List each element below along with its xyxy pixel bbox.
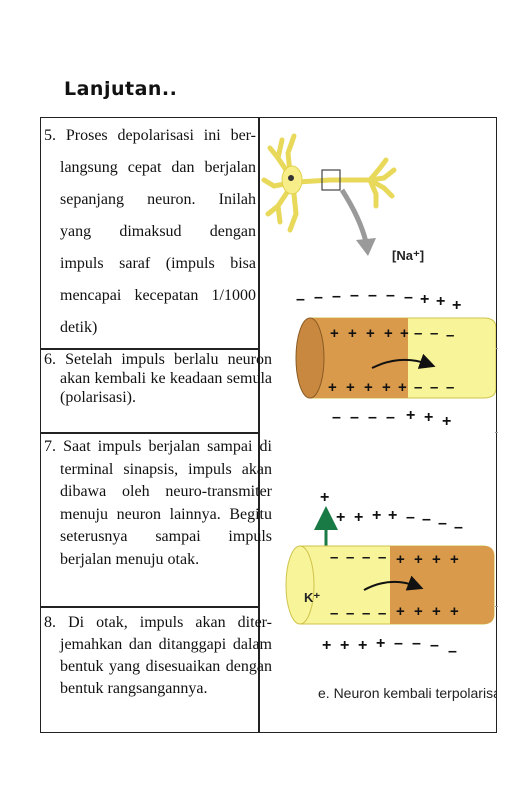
svg-text:+: + — [336, 509, 345, 526]
svg-text:+: + — [424, 409, 433, 426]
svg-text:+: + — [322, 637, 331, 654]
step-5-text: 5. Proses depolarisasi ini ber- langsung… — [44, 120, 256, 344]
svg-text:+: + — [396, 551, 405, 568]
svg-text:–: – — [314, 289, 323, 306]
svg-text:–: – — [430, 325, 438, 342]
k-ion-label: K⁺ — [304, 590, 320, 605]
svg-text:+: + — [452, 297, 461, 314]
svg-text:–: – — [378, 605, 386, 622]
row-divider — [40, 606, 259, 608]
svg-text:+: + — [432, 551, 441, 568]
svg-text:–: – — [412, 635, 421, 652]
column-divider — [258, 117, 260, 733]
svg-text:+: + — [354, 509, 363, 526]
svg-text:+: + — [442, 413, 451, 430]
svg-text:–: – — [422, 511, 431, 528]
svg-text:+: + — [414, 551, 423, 568]
svg-text:–: – — [404, 289, 413, 306]
na-ion-label: [Na⁺] — [392, 248, 424, 263]
svg-text:+: + — [382, 379, 391, 396]
svg-text:+: + — [346, 379, 355, 396]
svg-text:–: – — [346, 605, 354, 622]
svg-text:–: – — [406, 509, 415, 526]
repolarizing-axon: – – – – + + + + – – – – + + + + — [285, 545, 495, 625]
svg-text:–: – — [446, 327, 454, 344]
svg-text:–: – — [332, 409, 341, 426]
svg-text:–: – — [368, 287, 377, 304]
svg-text:+: + — [414, 603, 423, 620]
svg-text:–: – — [438, 515, 447, 532]
svg-text:–: – — [386, 409, 395, 426]
svg-text:–: – — [350, 287, 359, 304]
svg-text:+: + — [436, 293, 445, 310]
step-5-line: 5. Proses depolarisasi ini ber- — [44, 127, 256, 144]
figure-tick — [495, 432, 498, 433]
step-8-text: 8. Di otak, impuls akan diter-jemahkan d… — [44, 614, 272, 697]
svg-text:–: – — [386, 287, 395, 304]
neuron-illustration: [Na⁺] – – – – – – – + + + + + + + + – – – + + + + + – – – –… — [261, 133, 496, 701]
svg-text:–: – — [346, 549, 354, 566]
svg-text:–: – — [414, 379, 422, 396]
svg-text:–: – — [350, 409, 359, 426]
svg-text:+: + — [330, 325, 339, 342]
svg-text:+: + — [400, 325, 409, 342]
step-7-text: 7. Saat impuls berjalan sampai di termin… — [44, 438, 272, 568]
svg-text:+: + — [372, 507, 381, 524]
svg-text:+: + — [320, 489, 329, 506]
svg-text:–: – — [414, 325, 422, 342]
svg-text:+: + — [420, 291, 429, 308]
svg-text:+: + — [348, 325, 357, 342]
svg-text:+: + — [396, 603, 405, 620]
svg-text:–: – — [454, 519, 463, 536]
svg-text:–: – — [378, 549, 386, 566]
svg-text:+: + — [328, 379, 337, 396]
svg-text:–: – — [368, 409, 377, 426]
step-5-line: langsung cepat dan berjalan — [60, 159, 256, 176]
svg-text:+: + — [388, 507, 397, 524]
svg-text:+: + — [340, 637, 349, 654]
svg-text:+: + — [398, 379, 407, 396]
row-divider — [40, 348, 259, 350]
polarizing-axon: + + + + + – – – + + + + + – – – — [295, 317, 496, 399]
svg-text:–: – — [446, 379, 454, 396]
svg-text:–: – — [394, 635, 403, 652]
svg-text:–: – — [330, 549, 338, 566]
neuron-cell-icon — [261, 133, 397, 233]
zoom-arrow-icon — [339, 188, 369, 243]
svg-text:+: + — [432, 603, 441, 620]
step-5-line: mencapai kecepatan 1/1000 — [60, 287, 256, 304]
step-5-line: sepanjang neuron. Inilah — [60, 191, 256, 208]
svg-text:–: – — [430, 379, 438, 396]
figure-tick — [495, 606, 498, 607]
svg-text:–: – — [362, 549, 370, 566]
svg-text:+: + — [384, 325, 393, 342]
content-table — [40, 117, 497, 733]
svg-text:+: + — [406, 407, 415, 424]
step-5-line: detik) — [60, 319, 98, 336]
svg-text:+: + — [358, 637, 367, 654]
figure-caption: e. Neuron kembali terpolarisasi — [318, 685, 496, 701]
svg-text:–: – — [448, 643, 457, 660]
svg-text:–: – — [362, 605, 370, 622]
svg-text:–: – — [296, 291, 305, 308]
step-5-line: yang dimaksud dengan — [60, 223, 256, 240]
svg-text:–: – — [430, 637, 439, 654]
svg-text:+: + — [364, 379, 373, 396]
step-5-line: impuls saraf (impuls bisa — [60, 255, 256, 272]
svg-text:+: + — [450, 603, 459, 620]
svg-text:–: – — [332, 288, 341, 305]
svg-text:+: + — [450, 551, 459, 568]
svg-text:+: + — [376, 635, 385, 652]
svg-text:+: + — [366, 325, 375, 342]
figure-tick — [495, 348, 498, 349]
svg-text:–: – — [330, 605, 338, 622]
step-6-text: 6. Setelah impuls berlalu neuron akan ke… — [44, 351, 272, 406]
page-heading: Lanjutan.. — [64, 78, 178, 100]
row-divider — [40, 432, 259, 434]
